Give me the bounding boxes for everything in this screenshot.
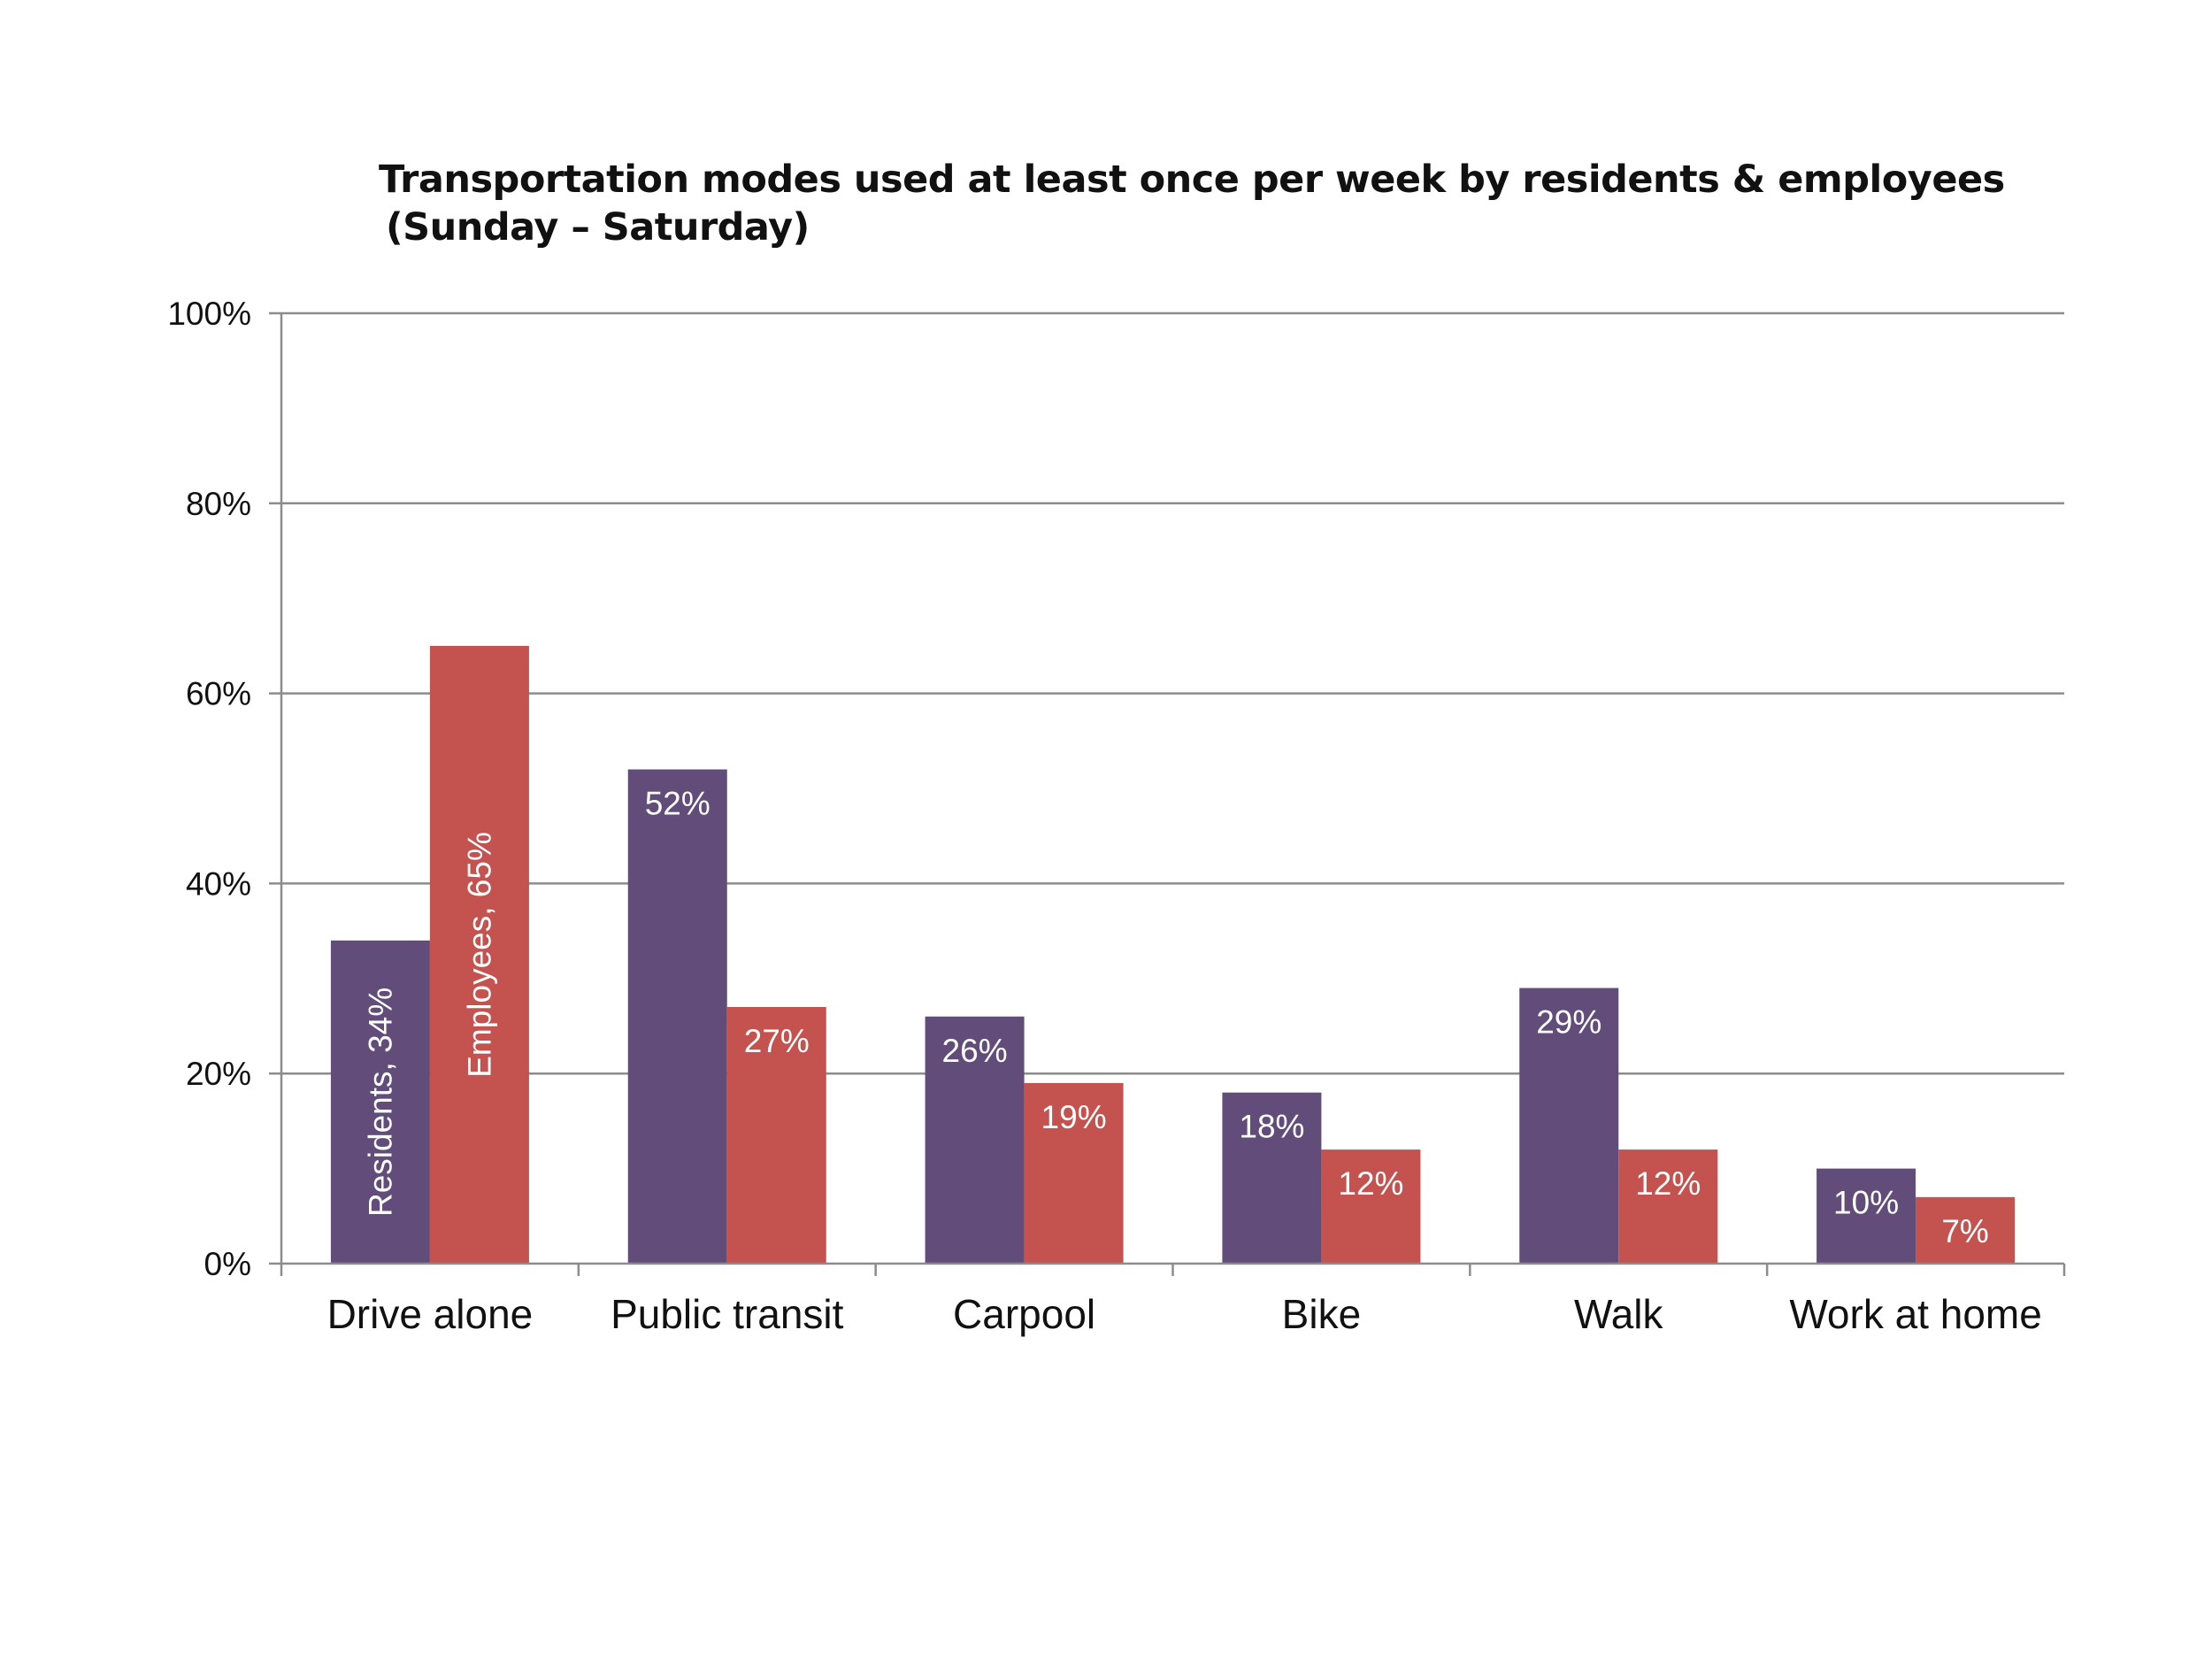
gridlines: [281, 311, 2064, 1075]
chart-title: Transportation modes used at least once …: [379, 156, 2005, 251]
data-label-residents-5: 10%: [1833, 1185, 1899, 1221]
bar-employees-0: [429, 645, 529, 1264]
y-tick-label-0: 0%: [204, 1246, 251, 1282]
data-label-residents-1: 52%: [645, 786, 710, 822]
x-category-label-1: Public transit: [611, 1291, 844, 1337]
y-tick-label-20: 20%: [186, 1056, 251, 1092]
x-category-label-2: Carpool: [953, 1291, 1095, 1337]
data-label-employees-0: Employees, 65%: [461, 832, 497, 1078]
bar-employees-2: [1024, 1082, 1124, 1264]
y-tick-label-80: 80%: [186, 486, 251, 522]
bar-employees-1: [726, 1007, 826, 1264]
data-label-employees-1: 27%: [744, 1023, 810, 1059]
bars: [330, 645, 2016, 1264]
x-category-label-3: Bike: [1282, 1291, 1361, 1337]
bar-residents-4: [1519, 988, 1619, 1264]
y-axis-tick-labels: 0% 20% 40% 60% 80% 100%: [167, 296, 251, 1282]
bar-employees-3: [1321, 1149, 1421, 1264]
x-category-label-4: Walk: [1574, 1291, 1664, 1337]
data-label-residents-0: Residents, 34%: [362, 988, 398, 1217]
x-category-label-5: Work at home: [1789, 1291, 2041, 1337]
data-label-employees-3: 12%: [1338, 1165, 1403, 1202]
bar-employees-5: [1916, 1196, 2016, 1264]
chart-title-line-2: (Sunday – Saturday): [386, 205, 810, 250]
bar-residents-3: [1222, 1092, 1322, 1264]
x-axis-category-labels: Drive alone Public transit Carpool Bike Walk…: [327, 1291, 2042, 1337]
bar-residents-1: [627, 769, 727, 1264]
y-tick-label-60: 60%: [186, 676, 251, 712]
bar-residents-5: [1816, 1168, 1916, 1264]
bar-residents-2: [925, 1016, 1025, 1264]
x-category-label-0: Drive alone: [327, 1291, 534, 1337]
data-labels: Residents, 34% Employees, 65% 52% 27% 26% 19%…: [362, 786, 1988, 1249]
axes: [269, 311, 2066, 1276]
data-label-employees-2: 19%: [1041, 1099, 1107, 1135]
y-tick-label-40: 40%: [186, 865, 251, 902]
data-label-employees-5: 7%: [1941, 1213, 1988, 1249]
data-label-residents-3: 18%: [1239, 1109, 1304, 1145]
bar-residents-0: [330, 940, 430, 1264]
y-tick-label-100: 100%: [167, 296, 251, 332]
data-label-residents-4: 29%: [1536, 1004, 1601, 1041]
bar-employees-4: [1618, 1149, 1718, 1264]
data-label-employees-4: 12%: [1635, 1165, 1701, 1202]
chart-title-line-1: Transportation modes used at least once …: [379, 158, 2005, 202]
data-label-residents-2: 26%: [942, 1033, 1008, 1069]
